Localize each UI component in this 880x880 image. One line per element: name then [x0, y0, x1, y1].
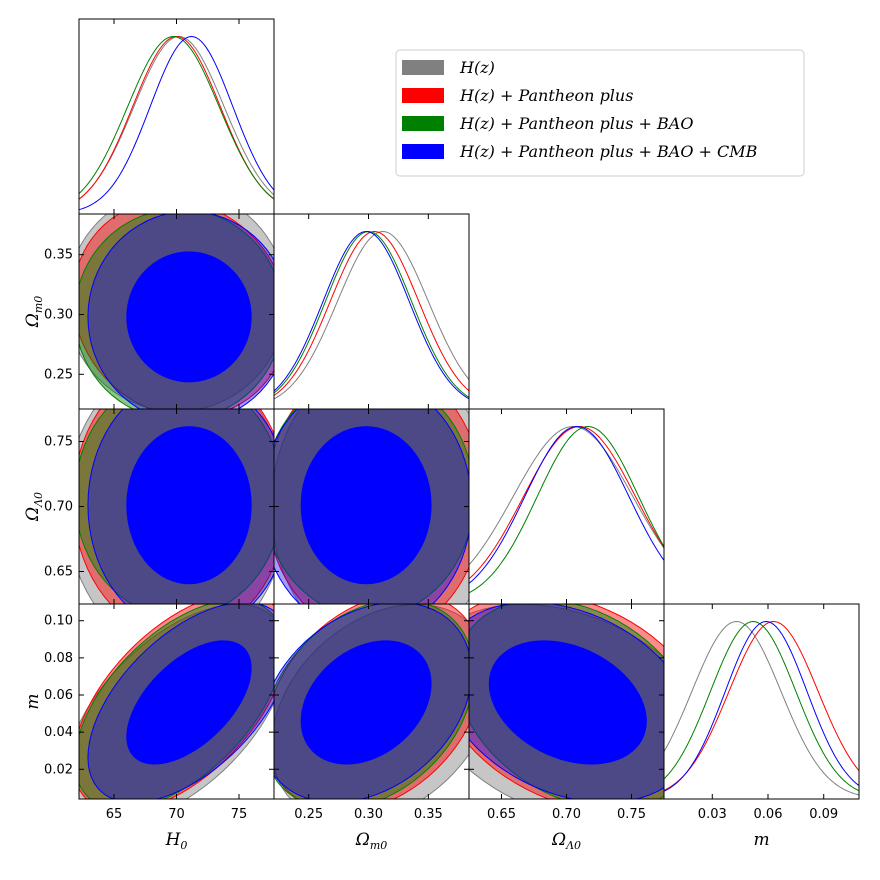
contour-1sigma-H0-OL-3 [126, 426, 252, 585]
panel-OL-vs-m: 0.65 0.70 0.75 ΩΛ0 [468, 603, 665, 852]
legend-frame [395, 49, 805, 177]
panel-frame [468, 408, 665, 605]
y-tick-label-OL: 0.75 [44, 435, 73, 450]
legend: H(z) H(z) + Pantheon plus H(z) + Pantheon … [395, 49, 805, 177]
legend-label-1: H(z) + Pantheon plus [459, 86, 633, 105]
panel-Om-vs-m: 0.25 0.30 0.35 Ωm0 [273, 603, 470, 852]
x-tick-label-m: 0.06 [754, 807, 783, 822]
x-tick-label-Om: 0.35 [414, 807, 443, 822]
y-tick-label-Om: 0.30 [44, 307, 73, 322]
y-tick-label-m: 0.08 [44, 651, 73, 666]
legend-swatch-3 [402, 144, 444, 159]
marginal-curve-H0-1 [79, 36, 274, 200]
panel-OL-marginal [468, 408, 665, 605]
legend-label-2: H(z) + Pantheon plus + BAO [459, 114, 693, 133]
panel-H0-marginal [78, 18, 275, 215]
marginal-curve-m-1 [664, 621, 859, 791]
legend-label-3: H(z) + Pantheon plus + BAO + CMB [459, 142, 758, 161]
x-tick-label-OL: 0.65 [487, 807, 516, 822]
marginal-curve-Om-0 [274, 231, 469, 400]
y-tick-label-OL: 0.65 [44, 565, 73, 580]
marginal-curve-Om-3 [274, 231, 469, 400]
x-axis-label-m: m [753, 830, 769, 850]
legend-swatch-2 [402, 116, 444, 131]
marginal-curve-H0-2 [79, 36, 274, 200]
y-tick-label-Om: 0.25 [44, 367, 73, 382]
panels-layer: 0.25 0.30 0.35 Ωm0 0.65 0.70 0.75 ΩΛ0 65 70 75 H0 0.… [23, 18, 860, 852]
panel-H0-vs-m: 65 70 75 H0 0.02 0.04 0.06 0.08 0.10 m [23, 603, 275, 852]
y-tick-label-m: 0.02 [44, 762, 73, 777]
y-tick-label-Om: 0.35 [44, 248, 73, 263]
marginal-curve-OL-0 [469, 426, 664, 566]
contour-1sigma-H0-m-3 [126, 640, 252, 765]
y-axis-label-m: m [23, 693, 43, 709]
legend-swatch-1 [402, 88, 444, 103]
panel-Om-marginal [273, 213, 470, 410]
marginal-curve-m-0 [664, 621, 859, 796]
panel-H0-vs-Om: 0.25 0.30 0.35 Ωm0 [23, 213, 275, 410]
x-tick-label-H0: 65 [106, 807, 123, 822]
x-tick-label-m: 0.03 [698, 807, 727, 822]
contour-1sigma-H0-Om-3 [126, 251, 252, 383]
x-tick-label-Om: 0.30 [354, 807, 383, 822]
marginal-curve-H0-3 [79, 36, 274, 211]
panel-frame [273, 213, 470, 410]
x-tick-label-OL: 0.75 [617, 807, 646, 822]
marginal-curve-m-2 [664, 621, 859, 792]
panel-Om-vs-OL [273, 408, 470, 605]
y-tick-label-m: 0.04 [44, 725, 73, 740]
y-tick-label-OL: 0.70 [44, 500, 73, 515]
marginal-curve-m-3 [664, 621, 859, 792]
marginal-curve-H0-0 [79, 36, 274, 200]
x-tick-label-m: 0.09 [809, 807, 838, 822]
marginal-curve-OL-1 [469, 426, 664, 580]
y-axis-label-OL: ΩΛ0 [23, 492, 45, 522]
marginal-curve-Om-2 [274, 231, 469, 398]
x-axis-label-OL: ΩΛ0 [551, 830, 581, 852]
x-tick-label-OL: 0.70 [552, 807, 581, 822]
marginal-curve-OL-2 [469, 426, 664, 594]
y-axis-label-Om: Ωm0 [23, 296, 45, 329]
x-tick-label-H0: 70 [168, 807, 185, 822]
contour-1sigma-Om-m-3 [300, 640, 432, 765]
y-tick-label-m: 0.06 [44, 688, 73, 703]
legend-swatch-0 [402, 60, 444, 75]
panel-frame [663, 603, 860, 800]
x-axis-label-H0: H0 [165, 830, 188, 852]
x-axis-label-Om: Ωm0 [355, 830, 388, 852]
panel-m-marginal: 0.03 0.06 0.09 m [663, 603, 860, 850]
legend-label-0: H(z) [459, 58, 495, 77]
y-tick-label-m: 0.10 [44, 614, 73, 629]
contour-1sigma-OL-m-3 [488, 640, 647, 765]
x-tick-label-H0: 75 [231, 807, 248, 822]
contour-1sigma-Om-OL-3 [300, 426, 432, 585]
panel-H0-vs-OL: 0.65 0.70 0.75 ΩΛ0 [23, 408, 275, 605]
marginal-curve-OL-3 [469, 426, 664, 584]
x-tick-label-Om: 0.25 [294, 807, 323, 822]
